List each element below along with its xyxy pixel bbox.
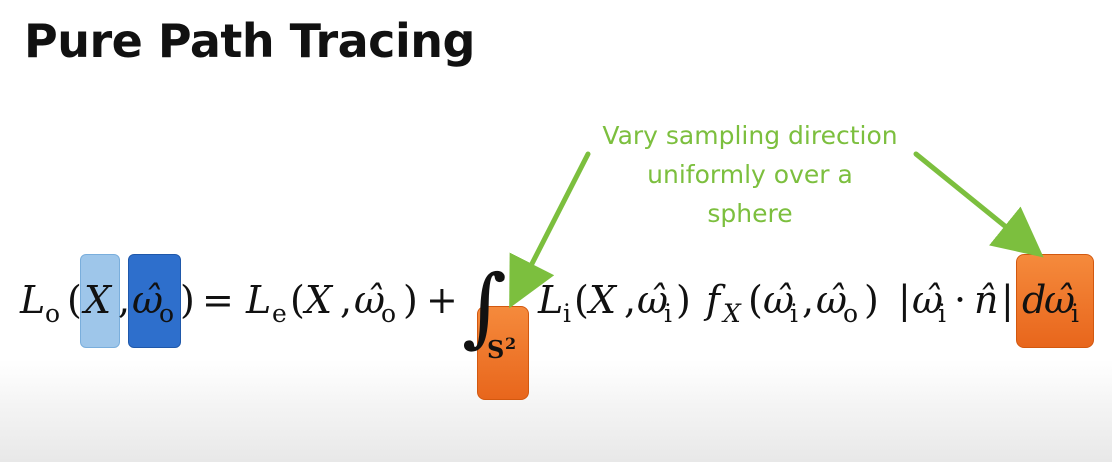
incident-X: X <box>586 278 618 322</box>
sphere-domain-exponent: 2 <box>505 334 516 353</box>
integral-sign: ∫ <box>462 257 507 357</box>
incident-comma: , <box>624 278 636 322</box>
brdf-open-paren: ( <box>748 278 763 322</box>
emitted-open-paren: ( <box>290 278 305 322</box>
brdf-omega-o: ω̂ <box>816 278 847 322</box>
cosine-omega: ω̂ <box>912 278 943 322</box>
differential-omega-sub-i: i <box>1071 299 1079 328</box>
sphere-domain-highlight <box>477 306 529 400</box>
cosine-omega-sub-i: i <box>938 299 946 328</box>
incident-sub-i: i <box>563 299 571 328</box>
slide-title: Pure Path Tracing <box>24 14 475 68</box>
plus-sign: + <box>426 278 458 322</box>
equals-sign: = <box>202 278 234 322</box>
brdf-omega-sub-i: i <box>790 299 798 328</box>
emitted-sub-e: e <box>272 299 287 328</box>
annotation-line-2: uniformly over a <box>647 160 853 189</box>
arrow-to-sphere-domain <box>509 151 591 309</box>
incident-close-paren: ) <box>676 278 691 322</box>
lhs-close-paren: ) <box>180 278 195 322</box>
brdf-omega-sub-o: o <box>843 299 858 328</box>
lhs-comma: , <box>118 278 130 322</box>
x-position-highlight <box>80 254 120 348</box>
d-omega-i-highlight <box>1016 254 1094 348</box>
emitted-omega: ω̂ <box>354 278 385 322</box>
incident-L: L <box>537 278 563 322</box>
lhs-L: L <box>19 278 45 322</box>
cosine-normal: n̂ <box>974 278 998 322</box>
emitted-comma: , <box>340 278 352 322</box>
differential-omega: ω̂ <box>1044 278 1075 322</box>
lhs-open-paren: ( <box>67 278 82 322</box>
sphere-domain-S: S <box>487 335 504 364</box>
emitted-X: X <box>302 278 334 322</box>
annotation-line-1: Vary sampling direction <box>602 121 898 150</box>
lhs-X: X <box>81 278 113 322</box>
emitted-L: L <box>245 278 271 322</box>
arrow-to-differential <box>913 151 1044 258</box>
sampling-annotation: Vary sampling direction uniformly over a… <box>590 116 910 233</box>
incident-omega: ω̂ <box>637 278 668 322</box>
annotation-line-3: sphere <box>707 199 793 228</box>
cosine-left-bar: | <box>898 278 911 322</box>
brdf-omega-i: ω̂ <box>763 278 794 322</box>
differential-d: d <box>1022 278 1046 322</box>
brdf-sub-X: X <box>721 299 742 328</box>
cosine-dot: · <box>954 278 966 322</box>
cosine-right-bar: | <box>1001 278 1014 322</box>
emitted-close-paren: ) <box>403 278 418 322</box>
lhs-sub-o: o <box>45 299 60 328</box>
brdf-close-paren: ) <box>864 278 879 322</box>
incident-open-paren: ( <box>574 278 589 322</box>
incident-omega-sub-i: i <box>664 299 672 328</box>
lhs-omega: ω̂ <box>132 278 163 322</box>
brdf-comma: , <box>802 278 814 322</box>
emitted-omega-sub-o: o <box>381 299 396 328</box>
lhs-omega-sub-o: o <box>159 299 174 328</box>
omega-o-highlight <box>128 254 181 348</box>
